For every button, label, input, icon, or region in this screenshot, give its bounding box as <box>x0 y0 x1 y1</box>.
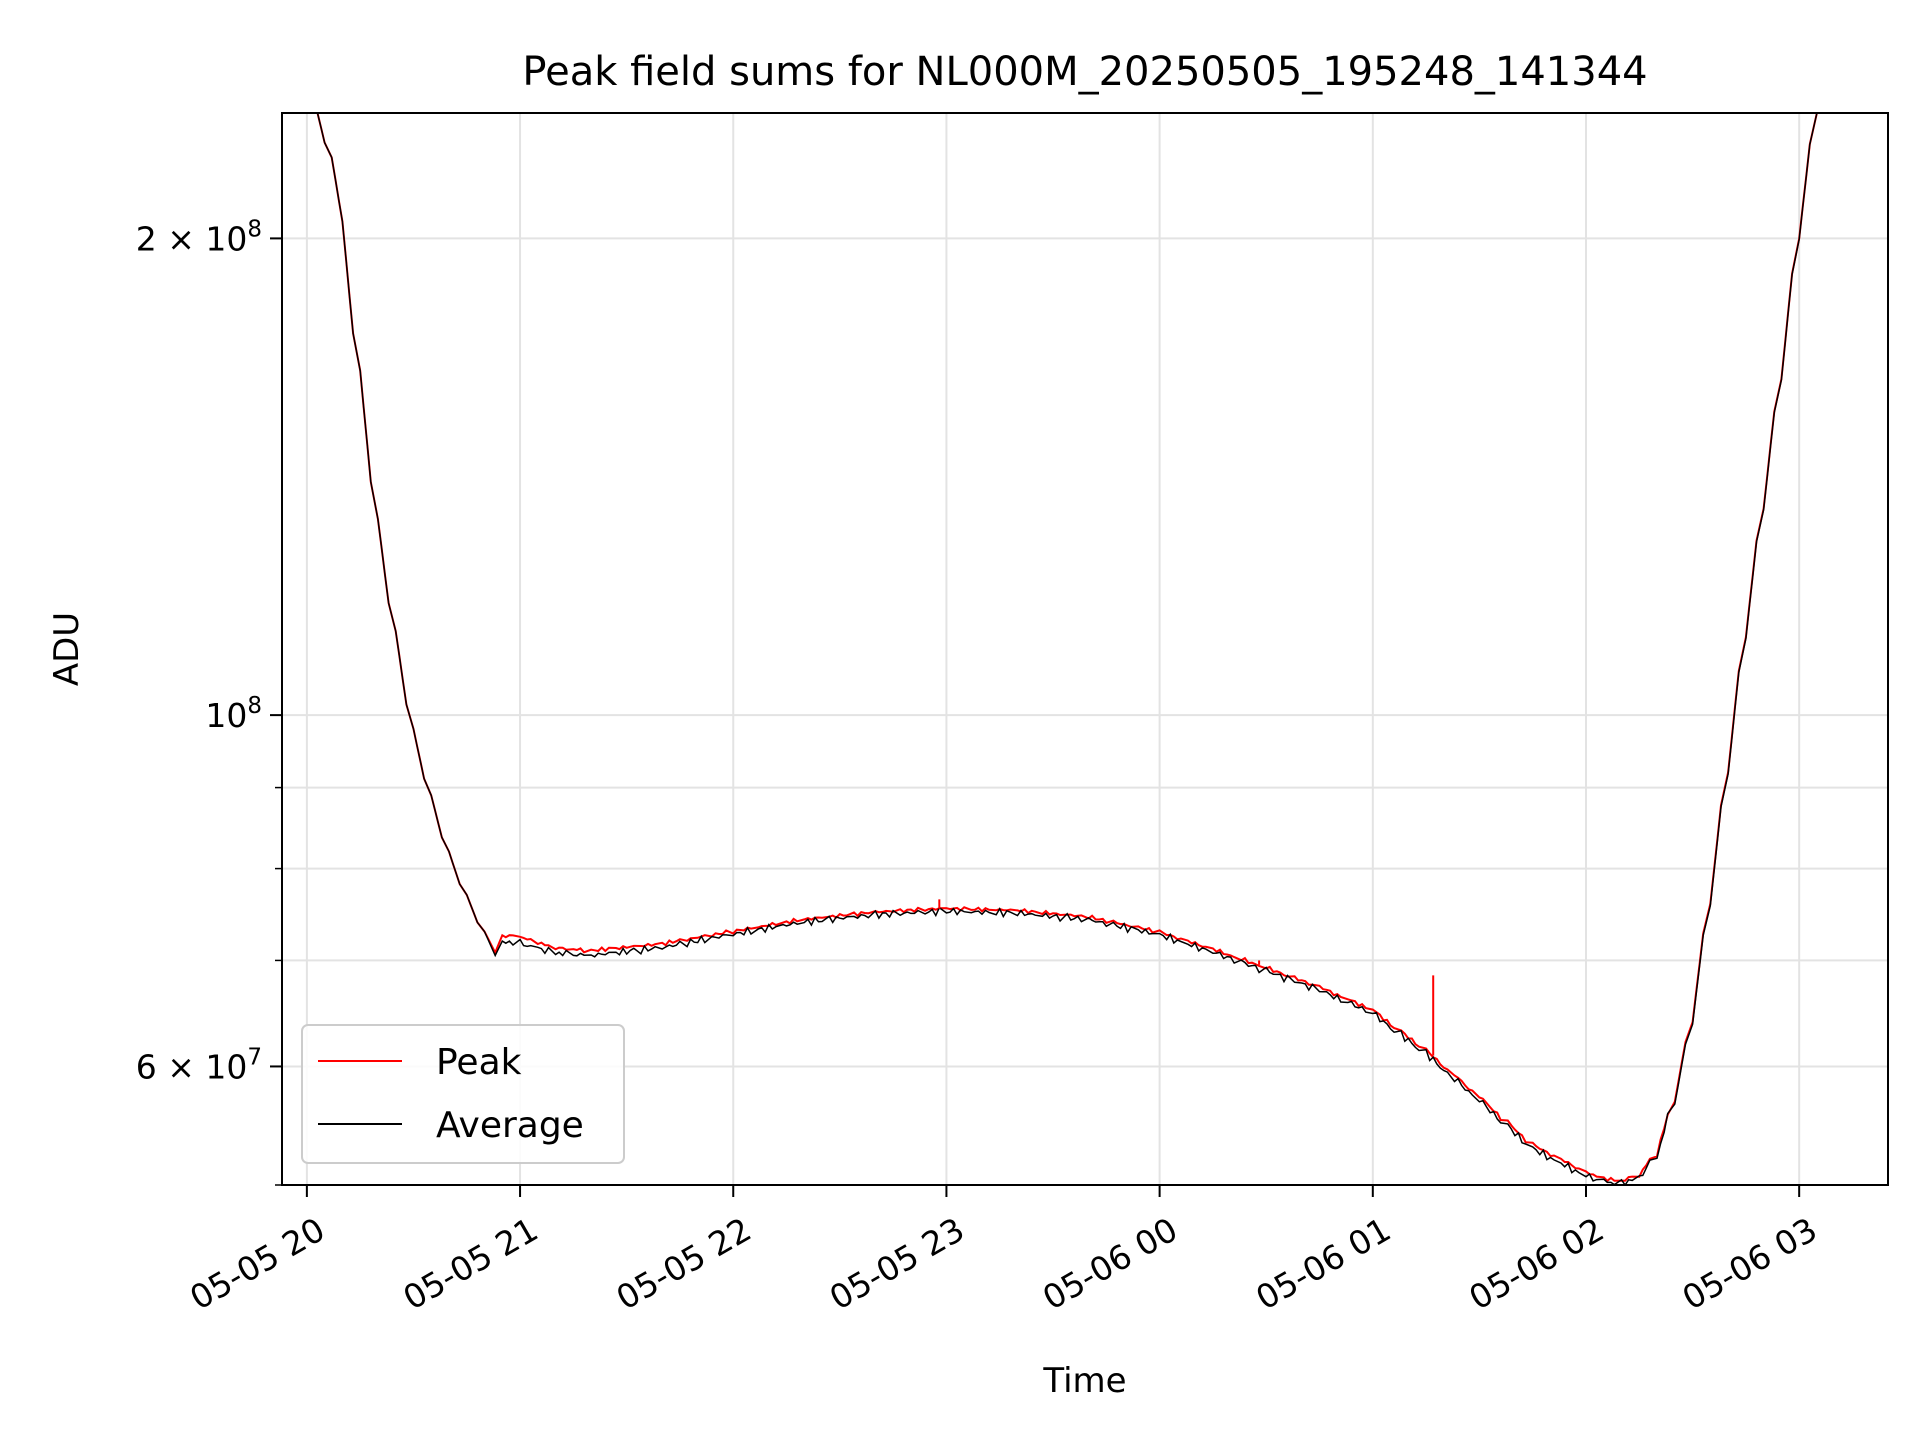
y-tick-label-base: 10 <box>205 696 247 735</box>
y-tick-label: 108 <box>205 693 262 735</box>
y-tick-label: 2 × 108 <box>136 216 262 258</box>
x-axis-label: Time <box>1042 1361 1126 1401</box>
plot-frame <box>281 112 1889 1186</box>
y-tick-label: 6 × 107 <box>136 1044 262 1086</box>
series-layer <box>282 113 1888 1185</box>
legend-box <box>301 1024 625 1164</box>
series-line-average <box>282 113 1888 1185</box>
y-tick-label-exponent: 7 <box>247 1044 262 1070</box>
series-line-peak <box>282 113 1888 1183</box>
y-axis-label: ADU <box>47 612 87 686</box>
y-tick-label-exponent: 8 <box>247 216 262 242</box>
legend: Peak Average <box>301 1024 625 1164</box>
chart-title: Peak field sums for NL000M_20250505_1952… <box>522 49 1647 95</box>
y-tick-label-base: 6 × 10 <box>136 1047 248 1086</box>
legend-label-average: Average <box>436 1105 584 1146</box>
legend-label-peak: Peak <box>436 1042 522 1083</box>
y-tick-label-base: 2 × 10 <box>136 219 248 258</box>
y-tick-label-exponent: 8 <box>247 693 262 719</box>
